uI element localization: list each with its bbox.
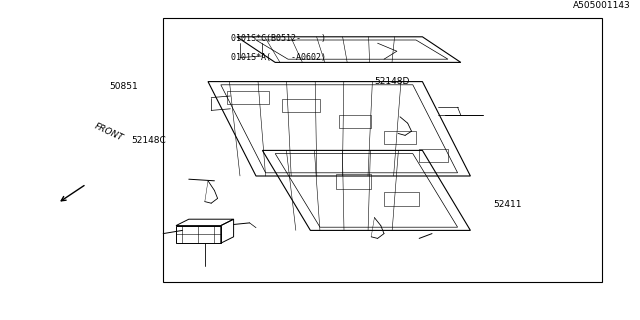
Text: 0101S*C(B0512-    ): 0101S*C(B0512- ) xyxy=(231,34,326,43)
Bar xyxy=(163,18,602,282)
Text: 52148C: 52148C xyxy=(131,136,166,145)
Text: 0101S*A(    -A0602): 0101S*A( -A0602) xyxy=(231,53,326,62)
Text: 50851: 50851 xyxy=(109,82,138,91)
Text: FRONT: FRONT xyxy=(93,121,124,142)
Text: 52411: 52411 xyxy=(493,200,522,209)
Text: 52148D: 52148D xyxy=(374,77,410,86)
Text: A505001143: A505001143 xyxy=(573,1,630,10)
